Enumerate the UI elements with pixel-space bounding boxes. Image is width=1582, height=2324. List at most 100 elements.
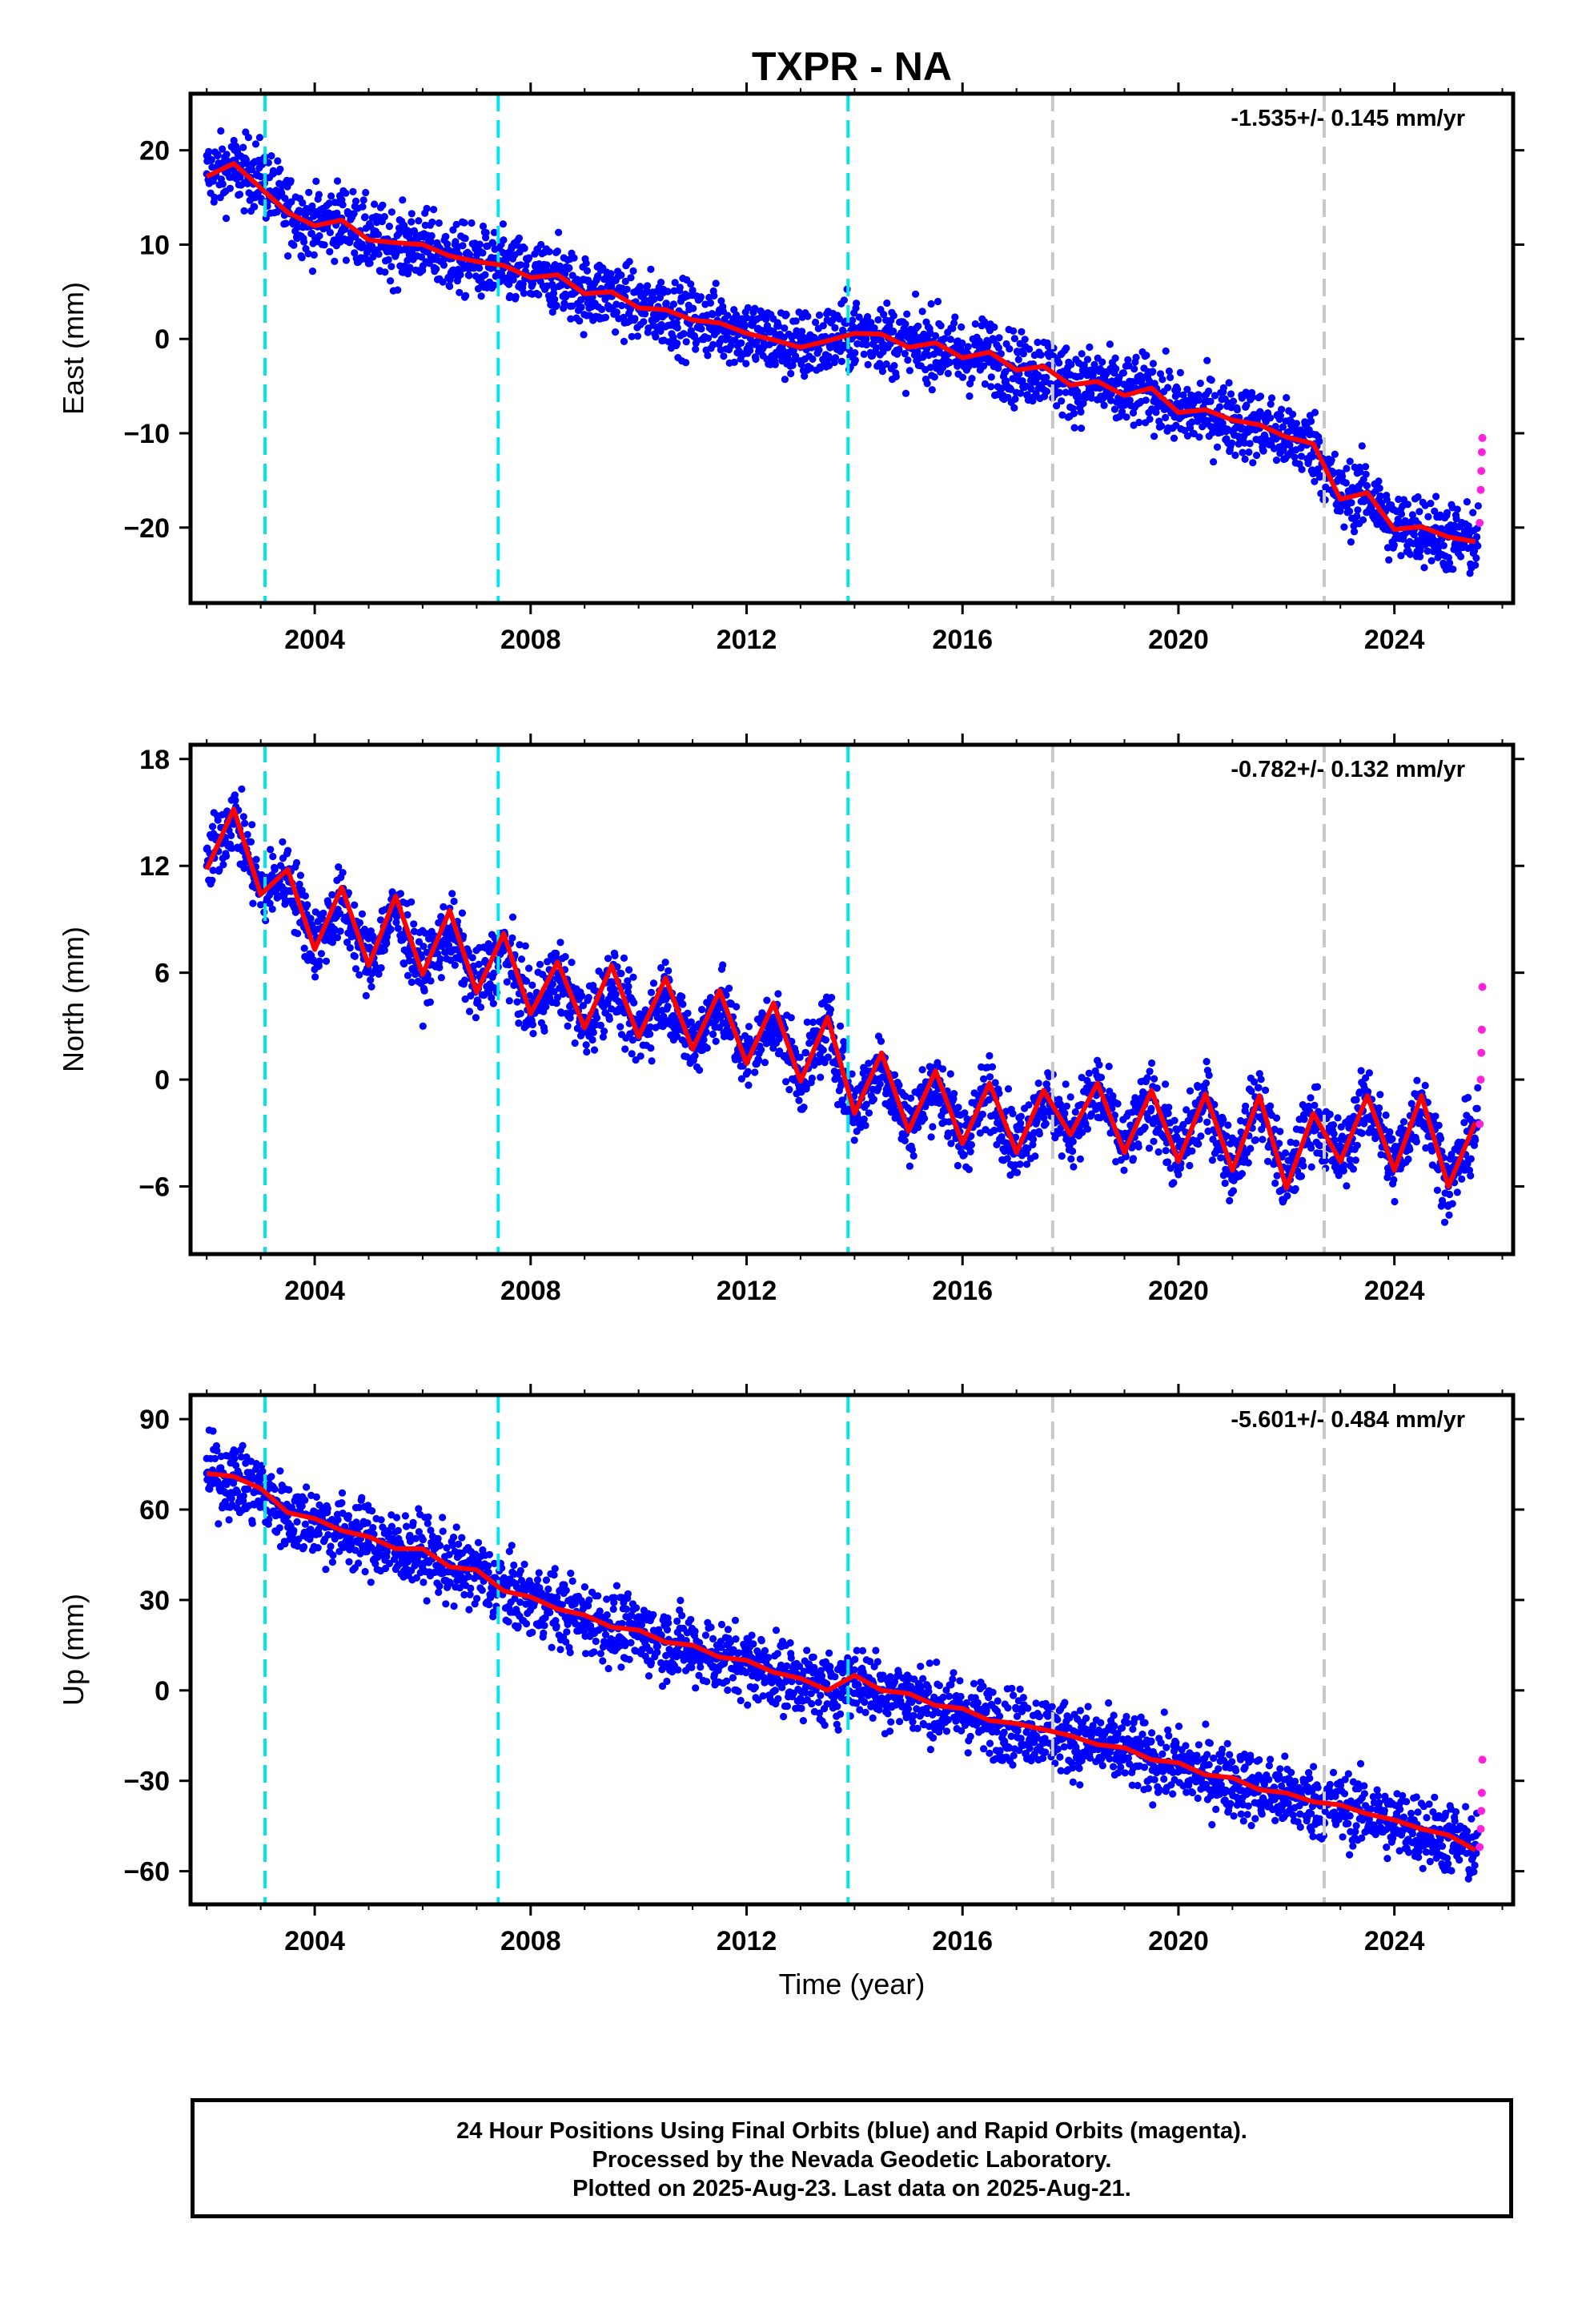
final-orbit-point bbox=[221, 836, 229, 844]
final-orbit-point bbox=[359, 203, 367, 211]
final-orbit-point bbox=[763, 322, 772, 330]
final-orbit-point bbox=[367, 976, 375, 984]
x-tick-label: 2020 bbox=[1148, 625, 1209, 655]
final-orbit-point bbox=[812, 318, 820, 327]
final-orbit-point bbox=[205, 147, 213, 155]
final-orbit-point bbox=[241, 819, 249, 827]
final-orbit-point bbox=[1390, 541, 1398, 549]
final-orbit-point bbox=[588, 1035, 596, 1044]
final-orbit-point bbox=[680, 330, 688, 338]
final-orbit-point bbox=[308, 921, 316, 929]
final-orbit-point bbox=[697, 325, 705, 333]
final-orbit-point bbox=[1463, 498, 1471, 506]
final-orbit-point bbox=[251, 203, 259, 211]
final-orbit-point bbox=[892, 372, 900, 380]
final-orbit-point bbox=[954, 1161, 962, 1170]
final-orbit-point bbox=[1253, 452, 1261, 460]
final-orbit-point bbox=[971, 320, 979, 328]
final-orbit-point bbox=[520, 244, 528, 252]
final-orbit-point bbox=[849, 316, 857, 324]
final-orbit-point bbox=[730, 358, 738, 366]
final-orbit-point bbox=[704, 334, 713, 342]
final-orbit-point bbox=[851, 356, 859, 364]
final-orbit-point bbox=[374, 231, 382, 239]
final-orbit-point bbox=[912, 290, 920, 298]
final-orbit-point bbox=[1472, 561, 1480, 569]
final-orbit-point bbox=[235, 191, 244, 199]
final-orbit-point bbox=[1011, 395, 1019, 403]
final-orbit-point bbox=[600, 1027, 608, 1035]
final-orbit-point bbox=[461, 995, 469, 1003]
final-orbit-point bbox=[671, 279, 679, 287]
final-orbit-point bbox=[440, 903, 448, 911]
final-orbit-point bbox=[665, 967, 673, 975]
final-orbit-point bbox=[1283, 394, 1291, 402]
final-orbit-point bbox=[1042, 388, 1051, 396]
final-orbit-point bbox=[565, 264, 573, 272]
final-orbit-point bbox=[503, 978, 511, 986]
final-orbit-point bbox=[421, 976, 429, 984]
final-orbit-point bbox=[1027, 384, 1035, 393]
final-orbit-point bbox=[1147, 1104, 1155, 1112]
final-orbit-point bbox=[647, 988, 656, 996]
final-orbit-point bbox=[331, 925, 339, 933]
final-orbit-point bbox=[1014, 356, 1022, 364]
final-orbit-point bbox=[1353, 512, 1361, 521]
final-orbit-point bbox=[375, 250, 383, 258]
final-orbit-point bbox=[583, 267, 592, 275]
final-orbit-point bbox=[745, 1023, 753, 1031]
final-orbit-point bbox=[628, 332, 636, 340]
final-orbit-point bbox=[474, 997, 482, 1005]
final-orbit-point bbox=[267, 152, 275, 160]
final-orbit-point bbox=[1010, 404, 1018, 412]
final-orbit-point bbox=[801, 1048, 810, 1057]
final-orbit-point bbox=[294, 930, 302, 938]
final-orbit-point bbox=[1158, 422, 1166, 430]
final-orbit-point bbox=[889, 312, 897, 320]
final-orbit-point bbox=[460, 219, 468, 227]
final-orbit-point bbox=[947, 1140, 955, 1148]
final-orbit-point bbox=[961, 1109, 969, 1117]
final-orbit-point bbox=[901, 1136, 909, 1144]
final-orbit-point bbox=[292, 858, 301, 866]
final-orbit-point bbox=[223, 807, 231, 815]
final-orbit-point bbox=[785, 356, 793, 364]
final-orbit-point bbox=[704, 352, 712, 360]
final-orbit-point bbox=[362, 991, 370, 999]
final-orbit-point bbox=[244, 134, 252, 142]
final-orbit-point bbox=[594, 272, 602, 280]
final-orbit-point bbox=[243, 179, 251, 187]
final-orbit-point bbox=[782, 311, 790, 319]
final-orbit-point bbox=[544, 958, 552, 966]
final-orbit-point bbox=[1196, 380, 1204, 388]
final-orbit-point bbox=[217, 127, 225, 135]
final-orbit-point bbox=[997, 350, 1005, 358]
final-orbit-point bbox=[1273, 1172, 1281, 1180]
final-orbit-point bbox=[522, 261, 530, 269]
final-orbit-point bbox=[274, 157, 282, 165]
rapid-orbit-point bbox=[1476, 485, 1485, 494]
final-orbit-point bbox=[829, 316, 837, 324]
final-orbit-point bbox=[257, 173, 265, 181]
final-orbit-point bbox=[646, 1030, 654, 1038]
final-orbit-point bbox=[991, 1079, 999, 1087]
final-orbit-point bbox=[1239, 448, 1247, 456]
final-orbit-point bbox=[918, 308, 926, 316]
final-orbit-point bbox=[1132, 353, 1140, 361]
rapid-orbit-point bbox=[1478, 433, 1487, 442]
final-orbit-point bbox=[296, 871, 304, 879]
final-orbit-point bbox=[612, 308, 621, 316]
final-orbit-point bbox=[621, 277, 629, 285]
final-orbit-point bbox=[1432, 493, 1440, 501]
final-orbit-point bbox=[861, 1121, 869, 1129]
final-orbit-point bbox=[1126, 1121, 1134, 1129]
final-orbit-point bbox=[1062, 388, 1070, 396]
final-orbit-point bbox=[1188, 1147, 1196, 1155]
final-orbit-point bbox=[1029, 1136, 1038, 1144]
final-orbit-point bbox=[349, 187, 357, 195]
final-orbit-point bbox=[905, 367, 913, 375]
final-orbit-point bbox=[909, 1152, 917, 1160]
final-orbit-point bbox=[913, 348, 921, 356]
final-orbit-point bbox=[703, 1044, 711, 1052]
final-orbit-point bbox=[417, 253, 426, 261]
